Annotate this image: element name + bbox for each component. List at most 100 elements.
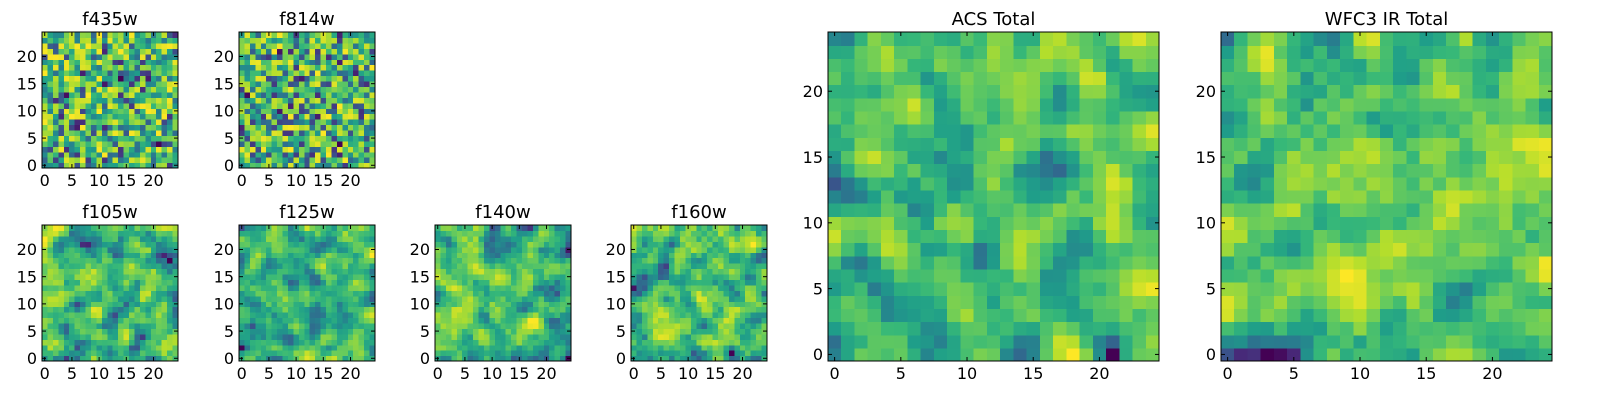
heatmap-cell: [255, 162, 262, 169]
heatmap-cell: [1132, 32, 1147, 46]
heatmap-cell: [718, 284, 725, 291]
heatmap-cell: [505, 339, 512, 346]
heatmap-cell: [320, 301, 327, 308]
heatmap-cell: [260, 102, 267, 109]
heatmap-cell: [101, 37, 108, 44]
heatmap-cell: [80, 70, 87, 77]
heatmap-cell: [1366, 321, 1381, 336]
heatmap-cell: [347, 59, 354, 66]
heatmap-cell: [172, 97, 179, 104]
heatmap-cell: [287, 230, 294, 237]
heatmap-cell: [1106, 268, 1120, 283]
heatmap-cell: [723, 252, 730, 259]
heatmap-cell: [293, 322, 300, 329]
heatmap-cell: [505, 350, 512, 357]
heatmap-cell: [80, 135, 87, 142]
heatmap-cell: [489, 284, 496, 291]
heatmap-cell: [1234, 163, 1249, 178]
heatmap-cell: [167, 53, 174, 60]
heatmap-cell: [260, 108, 267, 115]
heatmap-cell: [156, 230, 163, 237]
heatmap-cell: [277, 263, 284, 270]
heatmap-cell: [342, 252, 349, 259]
heatmap-cell: [516, 317, 523, 324]
y-tick-label: 15: [214, 74, 234, 93]
heatmap-cell: [255, 53, 262, 60]
heatmap-cell: [478, 268, 485, 275]
heatmap-cell: [867, 176, 882, 191]
heatmap-cell: [894, 150, 909, 165]
heatmap-cell: [745, 317, 752, 324]
heatmap-cell: [565, 339, 572, 346]
heatmap-cell: [90, 124, 97, 131]
heatmap-cell: [527, 301, 534, 308]
heatmap-cell: [42, 97, 49, 104]
heatmap-cell: [255, 350, 262, 357]
heatmap-cell: [739, 257, 746, 264]
heatmap-cell: [500, 339, 507, 346]
heatmap-cell: [538, 225, 545, 232]
heatmap-cell: [63, 246, 70, 253]
heatmap-cell: [260, 284, 267, 291]
heatmap-cell: [85, 42, 92, 49]
heatmap-cell: [1132, 216, 1147, 230]
heatmap-cell: [669, 306, 676, 313]
heatmap-cell: [1300, 203, 1315, 217]
heatmap-cell: [696, 268, 703, 275]
heatmap-cell: [750, 317, 757, 324]
heatmap-cell: [145, 70, 152, 77]
heatmap-cell: [129, 279, 136, 286]
heatmap-cell: [1132, 282, 1147, 296]
heatmap-cell: [249, 295, 256, 302]
heatmap-cell: [309, 86, 316, 93]
x-tick-label: 20: [732, 364, 752, 383]
heatmap-cell: [101, 290, 108, 297]
heatmap-cell: [287, 246, 294, 253]
heatmap-cell: [841, 150, 856, 165]
heatmap-cell: [756, 235, 763, 242]
heatmap-cell: [244, 322, 251, 329]
heatmap-cell: [347, 135, 354, 142]
heatmap-cell: [1326, 203, 1341, 217]
heatmap-cell: [331, 350, 338, 357]
heatmap-cell: [260, 273, 267, 280]
heatmap-cell: [960, 242, 975, 257]
heatmap-cell: [129, 268, 136, 275]
heatmap-cell: [1340, 268, 1354, 283]
heatmap-cell: [112, 317, 119, 324]
heatmap-cell: [1379, 255, 1394, 270]
heatmap-cell: [342, 268, 349, 275]
heatmap-cell: [718, 279, 725, 286]
heatmap-cell: [47, 129, 54, 136]
heatmap-cell: [298, 75, 305, 82]
heatmap-cell: [123, 119, 130, 126]
heatmap-cell: [734, 263, 741, 270]
heatmap-cell: [1459, 295, 1474, 309]
heatmap-cell: [1525, 282, 1540, 296]
heatmap-cell: [347, 257, 354, 264]
heatmap-cell: [69, 146, 76, 153]
heatmap-cell: [63, 235, 70, 242]
heatmap-cell: [309, 246, 316, 253]
heatmap-cell: [52, 108, 59, 115]
heatmap-cell: [369, 290, 376, 297]
heatmap-cell: [63, 279, 70, 286]
heatmap-cell: [90, 252, 97, 259]
heatmap-cell: [331, 344, 338, 351]
heatmap-cell: [652, 235, 659, 242]
heatmap-cell: [139, 113, 146, 120]
heatmap-cell: [483, 257, 490, 264]
heatmap-cell: [145, 59, 152, 66]
heatmap-cell: [347, 86, 354, 93]
heatmap-cell: [90, 157, 97, 164]
heatmap-cell: [47, 124, 54, 131]
heatmap-cell: [745, 355, 752, 362]
heatmap-cell: [986, 137, 1001, 152]
heatmap-cell: [1039, 308, 1054, 323]
heatmap-cell: [1132, 203, 1147, 217]
heatmap-cell: [1485, 282, 1500, 296]
heatmap-cell: [723, 339, 730, 346]
heatmap-cell: [326, 42, 333, 49]
heatmap-cell: [483, 317, 490, 324]
heatmap-cell: [1221, 347, 1235, 362]
